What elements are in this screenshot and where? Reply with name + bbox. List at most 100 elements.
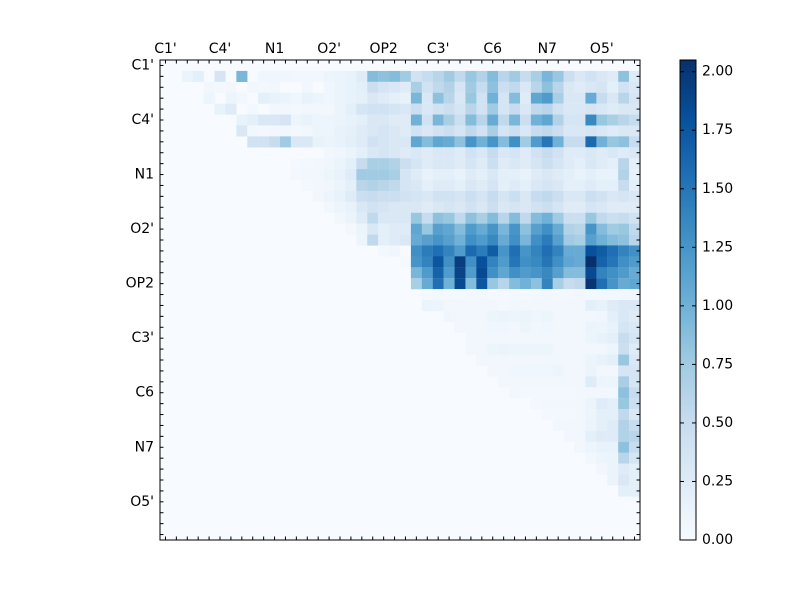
heatmap-cell — [378, 190, 390, 202]
heatmap-cell — [443, 267, 455, 279]
heatmap-cell — [629, 343, 641, 355]
heatmap-cell — [258, 125, 270, 137]
heatmap-cell — [378, 70, 390, 82]
colorbar-tick-label: 1.25 — [702, 239, 733, 255]
heatmap-cell — [454, 158, 466, 170]
heatmap-cell — [530, 81, 542, 93]
heatmap-cell — [585, 354, 597, 366]
heatmap-cell — [607, 474, 619, 486]
heatmap-cell — [301, 103, 313, 115]
colorbar-ticks: 0.00 0.25 0.50 0.75 1.00 1.25 1.50 1.75 2.00 — [680, 64, 733, 548]
heatmap-cell — [367, 136, 379, 148]
y-tick-label: C6 — [135, 385, 154, 401]
heatmap-cell — [509, 158, 521, 170]
heatmap-cell — [410, 256, 422, 268]
heatmap-cell — [356, 81, 368, 93]
heatmap-cell — [432, 158, 444, 170]
heatmap-cell — [530, 267, 542, 279]
heatmap-cell — [509, 114, 521, 126]
heatmap-cell — [443, 289, 455, 301]
heatmap-cell — [465, 289, 477, 301]
heatmap-cell — [301, 136, 313, 148]
heatmap-cell — [509, 223, 521, 235]
heatmap-cell — [476, 190, 488, 202]
heatmap-cell — [432, 201, 444, 213]
heatmap-cell — [378, 169, 390, 181]
heatmap-cell — [552, 125, 564, 137]
heatmap-cell — [541, 387, 553, 399]
heatmap-cell — [607, 245, 619, 257]
heatmap-cell — [225, 92, 237, 104]
heatmap-cell — [410, 278, 422, 290]
heatmap-cell — [454, 180, 466, 192]
heatmap-cell — [618, 234, 630, 246]
heatmap-cell — [334, 158, 346, 170]
heatmap-cell — [585, 376, 597, 388]
heatmap-cell — [280, 103, 292, 115]
heatmap-cell — [585, 441, 597, 453]
heatmap-cell — [487, 81, 499, 93]
heatmap-cell — [574, 125, 586, 137]
heatmap-cell — [432, 114, 444, 126]
heatmap-cell — [607, 234, 619, 246]
heatmap-cell — [541, 190, 553, 202]
heatmap-cell — [541, 147, 553, 159]
heatmap-cell — [552, 212, 564, 224]
heatmap-cell — [465, 70, 477, 82]
heatmap-cell — [498, 321, 510, 333]
heatmap-cell — [629, 201, 641, 213]
heatmap-cell — [443, 169, 455, 181]
heatmap-cell — [389, 158, 401, 170]
heatmap-cell — [596, 201, 608, 213]
heatmap-cell — [378, 92, 390, 104]
heatmap-cell — [345, 223, 357, 235]
heatmap-cell — [454, 212, 466, 224]
heatmap-cell — [290, 103, 302, 115]
heatmap-cell — [334, 190, 346, 202]
heatmap-cell — [520, 310, 532, 322]
heatmap-cell — [498, 310, 510, 322]
heatmap-cell — [378, 81, 390, 93]
x-axis-ticks: C1' C4' N1 O2' OP2 C3' C6 N7 O5' — [154, 41, 636, 540]
heatmap-cell — [323, 201, 335, 213]
heatmap-cell — [585, 234, 597, 246]
heatmap-cell — [410, 114, 422, 126]
heatmap-cell — [476, 321, 488, 333]
heatmap-cell — [476, 289, 488, 301]
heatmap-cell — [509, 245, 521, 257]
heatmap-cell — [476, 136, 488, 148]
heatmap-cell — [552, 300, 564, 312]
heatmap-cell — [323, 169, 335, 181]
y-tick-label: N1 — [135, 167, 154, 183]
heatmap-cell — [454, 103, 466, 115]
heatmap-cell — [410, 212, 422, 224]
heatmap-cell — [596, 398, 608, 410]
heatmap-cell — [476, 343, 488, 355]
heatmap-cell — [596, 180, 608, 192]
heatmap-cell — [443, 234, 455, 246]
heatmap-cell — [345, 212, 357, 224]
heatmap-cell — [356, 136, 368, 148]
heatmap-cell — [618, 409, 630, 421]
heatmap-cell — [574, 223, 586, 235]
heatmap-cell — [432, 70, 444, 82]
heatmap-cell — [629, 376, 641, 388]
heatmap-cell — [465, 190, 477, 202]
heatmap-cell — [509, 190, 521, 202]
heatmap-cell — [629, 245, 641, 257]
heatmap-cell — [443, 70, 455, 82]
heatmap-cell — [596, 300, 608, 312]
heatmap-cell — [509, 212, 521, 224]
heatmap-cell — [356, 234, 368, 246]
heatmap-cell — [607, 125, 619, 137]
heatmap-cell — [323, 92, 335, 104]
heatmap-cell — [258, 81, 270, 93]
heatmap-cell — [421, 169, 433, 181]
heatmap-cell — [552, 92, 564, 104]
heatmap-cell — [596, 376, 608, 388]
heatmap-cell — [629, 441, 641, 453]
heatmap-cell — [585, 245, 597, 257]
heatmap-cell — [487, 300, 499, 312]
heatmap-cell — [421, 223, 433, 235]
heatmap-cell — [607, 289, 619, 301]
